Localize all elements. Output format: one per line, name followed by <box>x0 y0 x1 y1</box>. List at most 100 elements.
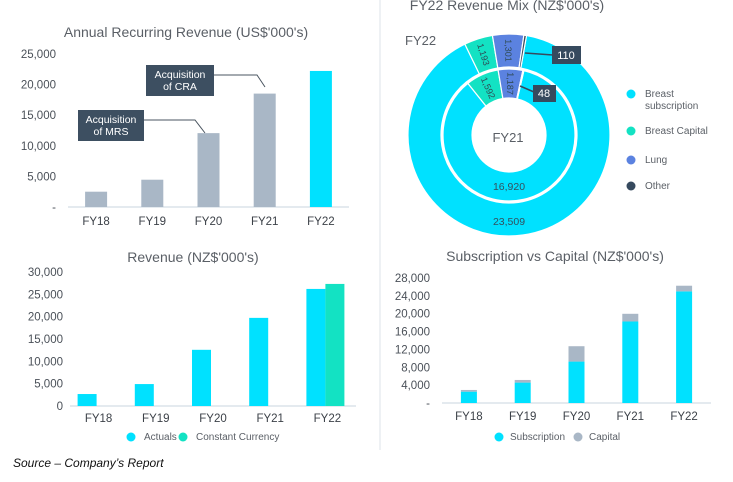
y-tick-label: 12,000 <box>395 344 430 356</box>
bar-constant-currency-fy22 <box>325 283 345 406</box>
arr-chart-title: Annual Recurring Revenue (US$'000's) <box>64 24 308 40</box>
bar-capital-fy20 <box>568 346 585 362</box>
legend-label: Capital <box>589 432 620 443</box>
y-tick-label: 8,000 <box>401 362 430 374</box>
y-tick-label: 25,000 <box>28 289 63 301</box>
x-tick-label: FY22 <box>314 413 342 425</box>
legend-label: Other <box>645 181 671 192</box>
y-tick-label: 30,000 <box>28 267 63 279</box>
x-tick-label: FY18 <box>455 411 483 423</box>
bar-actuals-fy18 <box>77 394 97 406</box>
bar-subscription-fy18 <box>460 391 477 403</box>
legend-label: Constant Currency <box>196 432 279 443</box>
annotation-text: of CRA <box>163 81 197 93</box>
bar-actuals-fy22 <box>306 288 326 406</box>
annotation-text: of MRS <box>93 126 128 138</box>
arr-chart: - 5,000 10,000 15,000 20,000 25,000 FY18 FY19 FY… <box>21 49 349 228</box>
donut-segment-fy21-breast-subscription <box>442 69 576 202</box>
bar-capital-fy18 <box>460 389 477 392</box>
y-tick-label: 28,000 <box>395 273 430 285</box>
callout-value: 110 <box>557 50 575 62</box>
ring-label-fy21: FY21 <box>492 130 523 145</box>
y-tick-label: 15,000 <box>28 334 63 346</box>
annotation-box <box>146 65 214 96</box>
bar-capital-fy19 <box>514 379 531 383</box>
y-tick-label: - <box>52 202 56 214</box>
donut-value-label: 16,920 <box>493 181 525 193</box>
x-tick-label: FY20 <box>199 413 227 425</box>
y-tick-label: 5,000 <box>27 171 56 183</box>
x-tick-label: FY18 <box>85 413 113 425</box>
legend-marker-actuals <box>126 432 136 442</box>
x-tick-label: FY18 <box>82 216 110 228</box>
subcap-chart-title: Subscription vs Capital (NZ$'000's) <box>446 248 664 264</box>
y-tick-label: 0 <box>57 401 63 413</box>
donut-segment-fy21-other <box>516 69 525 100</box>
annotation-box <box>78 110 144 141</box>
x-tick-label: FY19 <box>509 411 537 423</box>
x-tick-label: FY20 <box>563 411 591 423</box>
x-tick-label: FY19 <box>139 216 167 228</box>
revenue-chart: 0 5,000 10,000 15,000 20,000 25,000 30,000 FY18… <box>28 267 356 443</box>
legend-marker-breast-subscription <box>626 89 636 99</box>
bar-subscription-fy19 <box>514 382 531 403</box>
legend-marker-breast-capital <box>626 126 636 136</box>
mix-chart-title: FY22 Revenue Mix (NZ$'000's) <box>410 0 604 13</box>
legend-label: Lung <box>645 155 667 166</box>
bar-actuals-fy20 <box>192 349 211 406</box>
bar-fy20 <box>197 133 220 207</box>
annotation-leader-line <box>214 74 266 88</box>
y-tick-label: - <box>426 398 430 410</box>
y-tick-label: 25,000 <box>21 49 56 61</box>
x-tick-label: FY22 <box>670 411 698 423</box>
x-tick-label: FY20 <box>195 216 223 228</box>
ring-divider <box>441 67 577 203</box>
x-tick-label: FY19 <box>142 413 170 425</box>
legend-marker-constant-currency <box>178 432 188 442</box>
bar-fy18 <box>85 191 108 207</box>
legend-marker-subscription <box>494 432 504 442</box>
donut-value-label: 23,509 <box>493 216 525 228</box>
callout-line-other-fy22 <box>524 52 554 56</box>
legend-label: Breast Capital <box>645 126 708 137</box>
donut-value-label: 1,301 <box>503 39 513 62</box>
annotation-text: Acquisition <box>86 114 137 126</box>
bar-capital-fy22 <box>676 285 693 292</box>
callout-box-other-fy21 <box>533 85 556 102</box>
x-tick-label: FY22 <box>307 216 335 228</box>
y-tick-label: 24,000 <box>395 291 430 303</box>
bar-subscription-fy21 <box>622 321 639 403</box>
y-tick-label: 20,000 <box>28 312 63 324</box>
ring-label-fy22: FY22 <box>405 33 436 48</box>
x-tick-label: FY21 <box>251 216 279 228</box>
bar-subscription-fy20 <box>568 361 585 403</box>
y-tick-label: 15,000 <box>21 110 56 122</box>
y-tick-label: 4,000 <box>401 380 430 392</box>
donut-segment-fy22-other <box>518 34 528 69</box>
donut-segment-fy22-breast-subscription <box>407 34 611 237</box>
y-tick-label: 20,000 <box>21 80 56 92</box>
legend-marker-lung <box>626 155 636 165</box>
legend-label: Subscription <box>510 432 565 443</box>
annotation-leader-line <box>144 119 206 134</box>
x-tick-label: FY21 <box>617 411 645 423</box>
x-tick-label: FY21 <box>256 413 284 425</box>
y-tick-label: 20,000 <box>395 309 430 321</box>
bar-fy19 <box>141 179 164 207</box>
bar-fy22 <box>309 70 332 208</box>
callout-box-other-fy22 <box>552 46 581 64</box>
bar-actuals-fy21 <box>249 317 269 406</box>
y-tick-label: 10,000 <box>21 141 56 153</box>
callout-value: 48 <box>538 88 550 100</box>
legend-marker-capital <box>573 432 583 442</box>
y-tick-label: 16,000 <box>395 327 430 339</box>
bar-fy21 <box>253 93 276 207</box>
legend-label: Breast <box>645 89 674 100</box>
bar-subscription-fy22 <box>676 291 693 403</box>
source-note: Source – Company’s Report <box>13 456 164 470</box>
annotation-text: Acquisition <box>155 69 206 81</box>
legend-label: Actuals <box>144 432 177 443</box>
bar-capital-fy21 <box>622 313 639 322</box>
